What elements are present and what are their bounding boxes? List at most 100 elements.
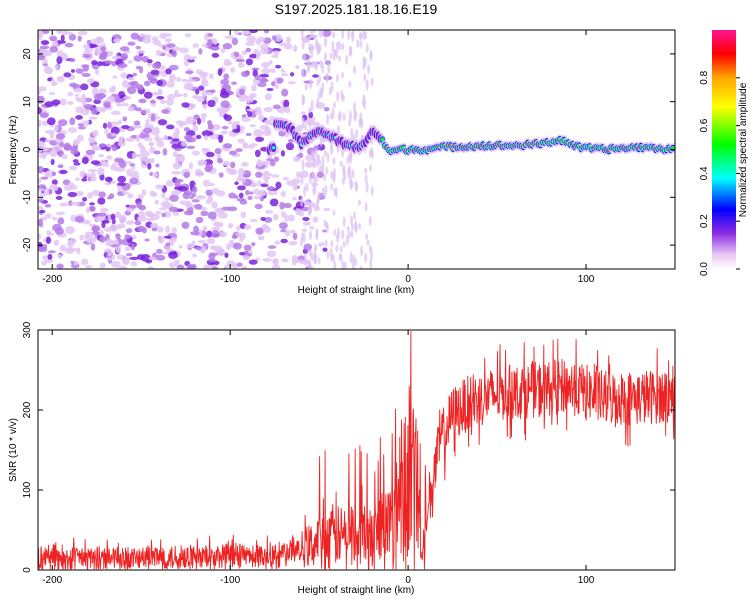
heatmap-cell	[341, 229, 345, 240]
heatmap-cell	[270, 54, 279, 58]
snr-x-tick-label: 0	[405, 575, 411, 586]
heatmap-cell	[40, 146, 50, 152]
heatmap-cell	[147, 163, 152, 170]
heatmap-cell	[368, 216, 372, 227]
heatmap-cell	[82, 53, 92, 59]
heatmap-cell	[281, 258, 289, 263]
heatmap-cell	[264, 93, 272, 101]
heatmap-cell	[181, 221, 190, 229]
heatmap-cell	[159, 99, 167, 104]
heatmap-cell	[125, 204, 131, 208]
heatmap-cell	[155, 49, 162, 57]
heatmap-cell	[364, 174, 368, 184]
heatmap-cell	[312, 74, 320, 78]
heatmap-cell	[318, 30, 322, 39]
heatmap-cell	[274, 84, 279, 89]
snr-x-ticks: -200 -100 0 100	[42, 330, 595, 586]
heatmap-cell	[300, 196, 304, 207]
heatmap-cell	[154, 134, 160, 142]
heatmap-cell	[235, 58, 245, 63]
heatmap-cell	[246, 35, 256, 43]
heatmap-cell	[354, 184, 358, 193]
heatmap-cell	[312, 152, 316, 163]
heatmap-cell	[208, 258, 217, 263]
heatmap-cell	[75, 97, 81, 101]
heatmap-cell	[38, 177, 42, 184]
heatmap-cell	[198, 85, 205, 91]
heatmap-cell	[206, 230, 213, 238]
heatmap-cell	[53, 239, 60, 246]
snr-y-tick-label: 300	[22, 321, 33, 338]
heatmap-cell	[208, 73, 214, 80]
heatmap-cell	[70, 201, 81, 206]
heatmap-cell	[63, 185, 73, 191]
heatmap-cell	[258, 114, 265, 122]
heatmap-cell	[237, 168, 245, 176]
spectrogram-x-tick-label: -100	[220, 274, 240, 285]
heatmap-cell	[211, 226, 221, 231]
heatmap-cell	[127, 77, 135, 81]
heatmap-cell	[173, 186, 184, 191]
heatmap-cell	[127, 193, 134, 199]
heatmap-cell	[75, 190, 84, 197]
heatmap-cell	[84, 234, 90, 242]
heatmap-cell	[249, 53, 258, 59]
heatmap-cell	[332, 209, 336, 216]
heatmap-cell	[130, 170, 139, 179]
heatmap-cell	[308, 122, 312, 129]
spectrogram-x-ticks: -200 -100 0 100	[42, 30, 595, 285]
heatmap-cell	[94, 216, 101, 222]
heatmap-cell	[55, 133, 66, 140]
heatmap-cell	[105, 238, 114, 247]
colorbar-label: Normalized spectral amplitude	[738, 82, 749, 217]
heatmap-cell	[77, 30, 88, 36]
heatmap-cell	[365, 43, 369, 54]
heatmap-cell	[345, 54, 349, 65]
heatmap-cell	[330, 146, 334, 156]
heatmap-cell	[350, 222, 354, 231]
heatmap-cell	[169, 194, 179, 202]
heatmap-cell	[284, 106, 291, 114]
heatmap-cell	[322, 30, 332, 37]
heatmap-cell	[319, 136, 323, 147]
heatmap-cell	[266, 87, 274, 92]
snr-x-tick-label: -100	[220, 575, 240, 586]
heatmap-cell	[96, 92, 107, 99]
heatmap-cell	[254, 149, 261, 158]
heatmap-cell	[73, 162, 81, 166]
heatmap-cell	[164, 197, 170, 202]
heatmap-cell	[241, 50, 248, 56]
heatmap-cell	[230, 81, 238, 85]
heatmap-cell	[236, 197, 246, 202]
heatmap-cell	[233, 242, 242, 250]
heatmap-cell	[174, 127, 180, 136]
snr-y-tick-label: 0	[22, 567, 33, 573]
heatmap-cell	[255, 257, 260, 262]
heatmap-cell	[157, 119, 168, 126]
spectrogram-x-tick-label: -200	[42, 274, 62, 285]
heatmap-cell	[271, 174, 280, 178]
heatmap-cell	[235, 148, 243, 153]
heatmap-cell	[216, 157, 224, 164]
heatmap-cell	[127, 60, 133, 64]
heatmap-cell	[205, 198, 211, 205]
heatmap-cell	[117, 63, 128, 68]
heatmap-cell	[355, 128, 359, 139]
heatmap-cell	[104, 176, 113, 182]
heatmap-cell	[38, 246, 44, 252]
heatmap-cell	[220, 100, 230, 109]
heatmap-cell	[183, 92, 188, 98]
heatmap-cell	[120, 72, 128, 79]
heatmap-cell	[91, 189, 101, 197]
heatmap-cell	[236, 177, 241, 182]
heatmap-cell	[288, 240, 298, 246]
heatmap-cell	[200, 112, 207, 119]
heatmap-cell	[259, 79, 269, 83]
spectrogram-y-label: Frequency (Hz)	[8, 116, 19, 185]
heatmap-cell	[243, 224, 252, 230]
heatmap-cell	[207, 123, 214, 130]
heatmap-cell	[349, 181, 353, 190]
heatmap-cell	[271, 146, 276, 150]
snr-x-label: Height of straight line (km)	[298, 585, 415, 596]
